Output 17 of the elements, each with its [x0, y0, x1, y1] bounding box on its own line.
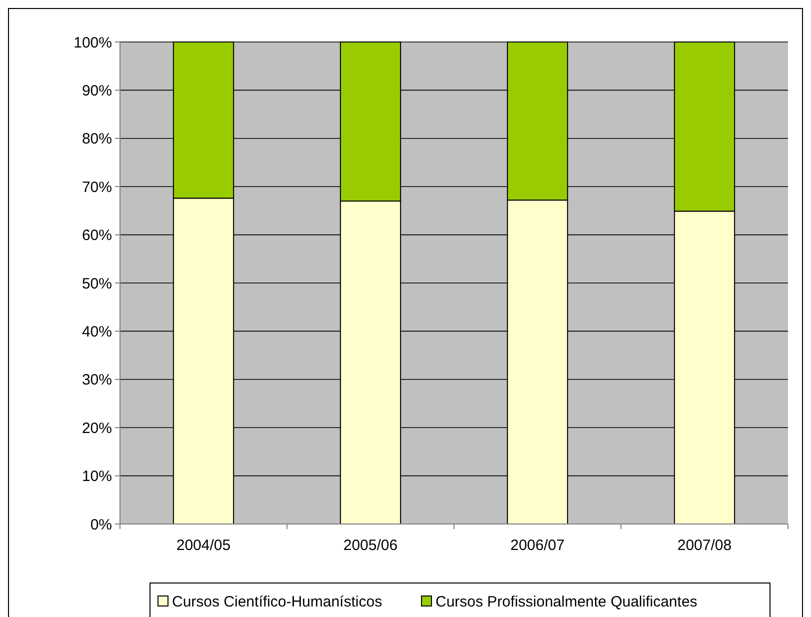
y-tick-label: 40%: [82, 323, 112, 340]
x-tick-label: 2007/08: [677, 537, 732, 554]
y-tick-label: 100%: [74, 34, 112, 52]
x-tick-label: 2006/07: [510, 537, 565, 554]
legend-label: Cursos Profissionalmente Qualificantes: [436, 593, 698, 610]
y-tick-label: 70%: [82, 178, 112, 196]
legend-label: Cursos Científico-Humanísticos: [172, 593, 382, 610]
y-tick-label: 20%: [82, 420, 112, 437]
x-tick-label: 2005/06: [343, 537, 398, 554]
y-tick-label: 80%: [82, 130, 112, 148]
y-tick-label: 30%: [82, 372, 112, 389]
x-tick-label: 2004/05: [176, 537, 231, 554]
y-tick-label: 50%: [82, 275, 112, 292]
y-tick-label: 60%: [82, 227, 112, 244]
y-tick-label: 90%: [82, 82, 112, 100]
y-tick-label: 0%: [90, 516, 112, 534]
y-tick-label: 10%: [82, 468, 112, 486]
